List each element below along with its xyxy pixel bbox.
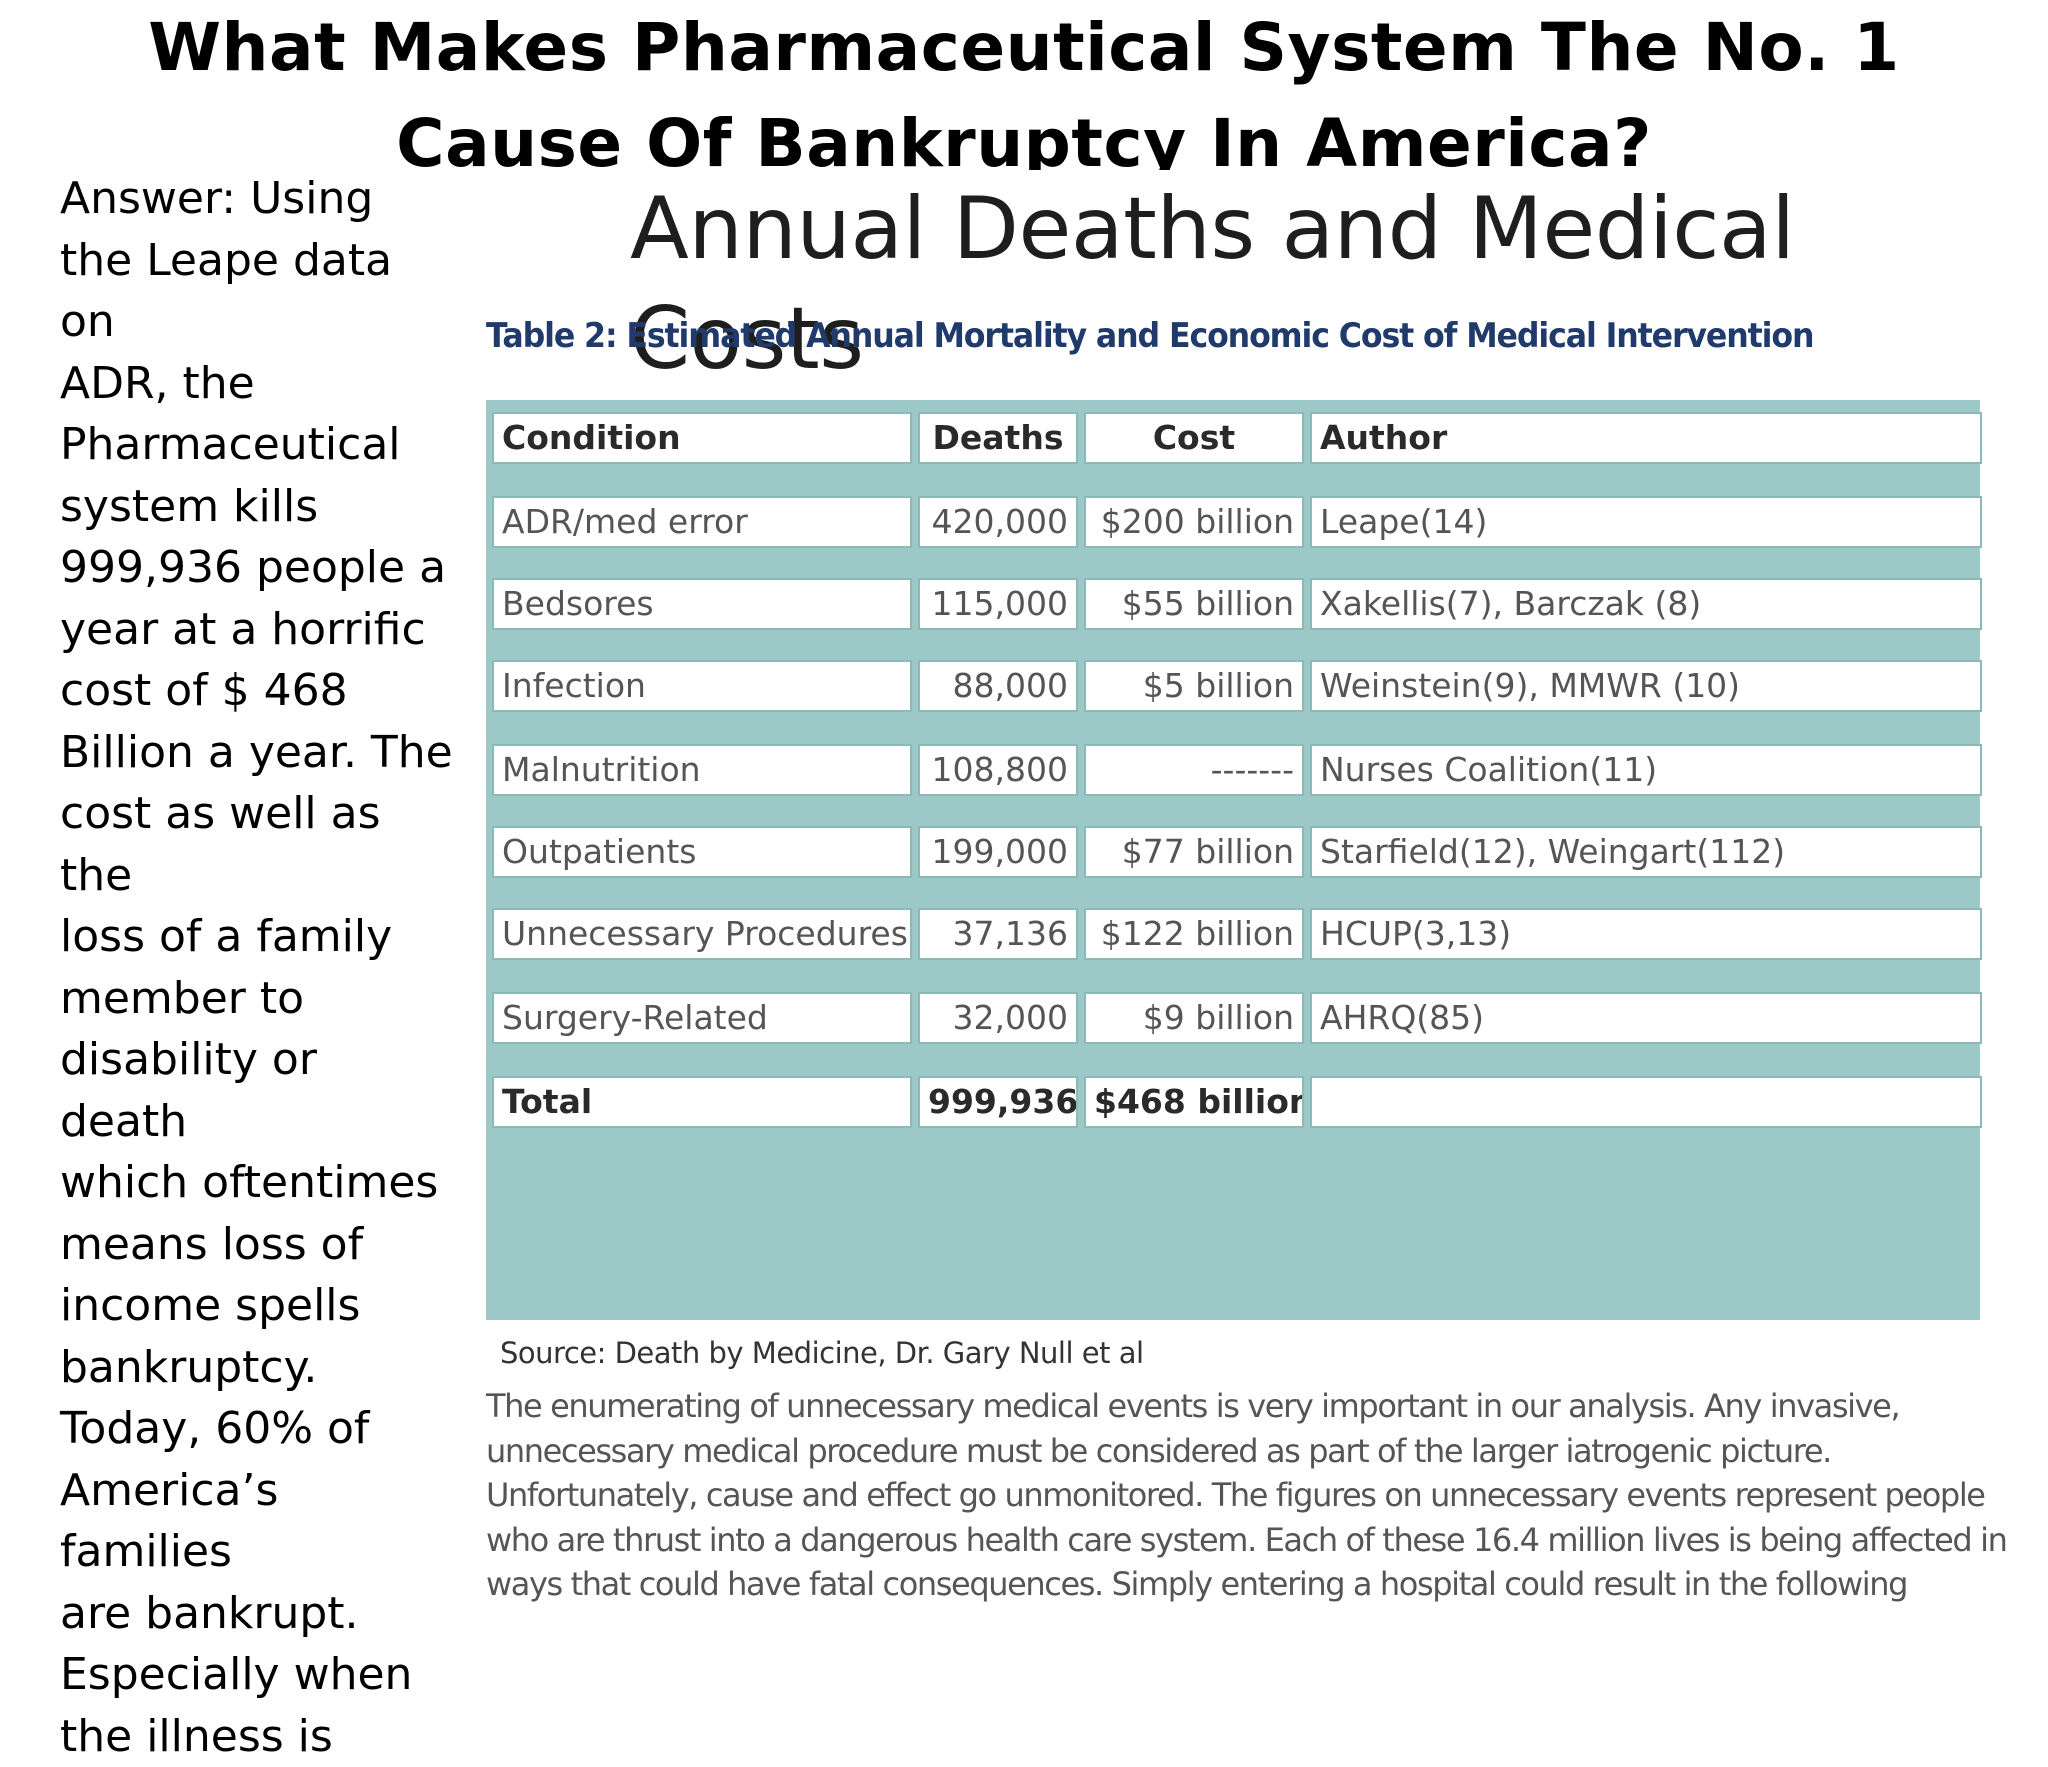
cell-deaths: 32,000: [918, 992, 1078, 1044]
cell-cost: $5 billion: [1084, 660, 1304, 712]
cell-deaths: 88,000: [918, 660, 1078, 712]
cell-cost: $77 billion: [1084, 826, 1304, 878]
body-paragraph: The enumerating of unnecessary medical e…: [486, 1387, 2008, 1603]
cell-author: Weinstein(9), MMWR (10): [1310, 660, 1982, 712]
header-cost: Cost: [1084, 412, 1304, 464]
table-row: ADR/med error 420,000 $200 billion Leape…: [486, 496, 1982, 548]
cell-deaths: 420,000: [918, 496, 1078, 548]
cell-author: Starfield(12), Weingart(112): [1310, 826, 1982, 878]
cell-author: Leape(14): [1310, 496, 1982, 548]
cell-cost: $55 billion: [1084, 578, 1304, 630]
total-cost: $468 billion: [1084, 1076, 1304, 1128]
cell-author: AHRQ(85): [1310, 992, 1982, 1044]
cell-author: HCUP(3,13): [1310, 908, 1982, 960]
source-note: Source: Death by Medicine, Dr. Gary Null…: [500, 1336, 1144, 1370]
cell-condition: Infection: [492, 660, 912, 712]
cell-condition: Outpatients: [492, 826, 912, 878]
table-total-row: Total 999,936 $468 billion: [486, 1076, 1982, 1128]
header-author: Author: [1310, 412, 1982, 464]
table-row: Outpatients 199,000 $77 billion Starfiel…: [486, 826, 1982, 878]
table-row: Surgery-Related 32,000 $9 billion AHRQ(8…: [486, 992, 1982, 1044]
total-author: [1310, 1076, 1982, 1128]
cell-condition: Bedsores: [492, 578, 912, 630]
table-row: Infection 88,000 $5 billion Weinstein(9)…: [486, 660, 1982, 712]
table-header-row: Condition Deaths Cost Author: [486, 412, 1982, 464]
cell-author: Xakellis(7), Barczak (8): [1310, 578, 1982, 630]
answer-text: Answer: Using the Leape data on ADR, the…: [60, 173, 453, 1762]
slide-title: What Makes Pharmaceutical System The No.…: [148, 9, 1900, 182]
cell-cost: $9 billion: [1084, 992, 1304, 1044]
cell-condition: ADR/med error: [492, 496, 912, 548]
cell-author: Nurses Coalition(11): [1310, 744, 1982, 796]
cell-deaths: 37,136: [918, 908, 1078, 960]
cell-deaths: 108,800: [918, 744, 1078, 796]
cell-deaths: 115,000: [918, 578, 1078, 630]
cell-cost: -------: [1084, 744, 1304, 796]
cell-cost: $122 billion: [1084, 908, 1304, 960]
cell-condition: Surgery-Related: [492, 992, 912, 1044]
cell-condition: Malnutrition: [492, 744, 912, 796]
total-deaths: 999,936: [918, 1076, 1078, 1128]
cell-condition: Unnecessary Procedures: [492, 908, 912, 960]
image-heading: Annual Deaths and Medical Costs: [630, 179, 1795, 389]
cell-deaths: 199,000: [918, 826, 1078, 878]
total-label: Total: [492, 1076, 912, 1128]
table-row: Malnutrition 108,800 ------- Nurses Coal…: [486, 744, 1982, 796]
table-image: Annual Deaths and Medical Costs Table 2:…: [460, 170, 2048, 1603]
table-caption: Table 2: Estimated Annual Mortality and …: [486, 316, 1814, 356]
header-condition: Condition: [492, 412, 912, 464]
table-row: Bedsores 115,000 $55 billion Xakellis(7)…: [486, 578, 1982, 630]
cell-cost: $200 billion: [1084, 496, 1304, 548]
header-deaths: Deaths: [918, 412, 1078, 464]
table-row: Unnecessary Procedures 37,136 $122 billi…: [486, 908, 1982, 960]
data-table: Condition Deaths Cost Author ADR/med err…: [486, 400, 1982, 1320]
